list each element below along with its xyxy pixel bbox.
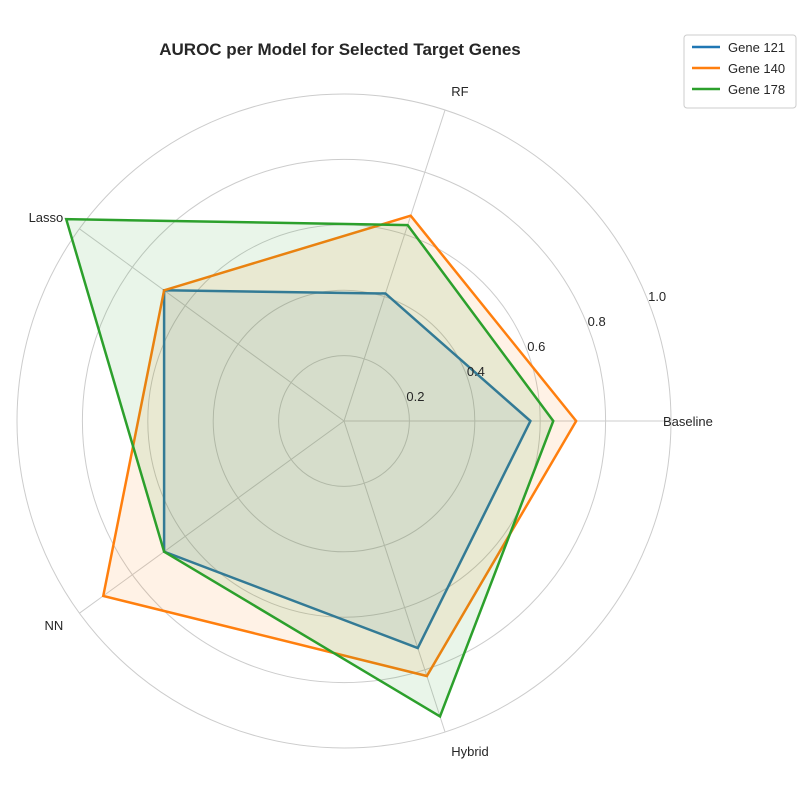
grid-spoke [343, 109, 446, 422]
r-tick-label: 0.8 [588, 314, 606, 329]
series-line [101, 214, 578, 678]
category-label: Lasso [29, 210, 64, 225]
r-tick-label: 0.2 [406, 389, 424, 404]
series-gene-121 [162, 289, 532, 650]
label-layer: 0.2 0.4 0.6 0.8 1.0 Baseline RF Lasso NN Hybrid [29, 84, 713, 759]
r-tick-label: 1.0 [648, 289, 666, 304]
category-label: Baseline [663, 414, 713, 429]
r-tick-label: 0.4 [467, 364, 485, 379]
legend-label: Gene 140 [728, 61, 785, 76]
grid-spoke [79, 228, 345, 422]
series-line [162, 289, 532, 650]
series-fill [164, 290, 531, 649]
series-line [64, 217, 555, 719]
radar-grid [16, 93, 672, 749]
series-fill [66, 219, 554, 717]
category-label: Hybrid [451, 744, 489, 759]
legend-label: Gene 178 [728, 82, 785, 97]
series-fill [103, 215, 577, 677]
grid-spoke [343, 420, 446, 733]
series-layer [64, 214, 578, 719]
r-tick-label: 0.6 [527, 339, 545, 354]
legend-label: Gene 121 [728, 40, 785, 55]
category-label: RF [451, 84, 468, 99]
series-gene-140 [101, 214, 578, 678]
legend: Gene 121 Gene 140 Gene 178 [683, 34, 797, 109]
chart-title: AUROC per Model for Selected Target Gene… [159, 40, 520, 59]
category-label: NN [44, 618, 63, 633]
series-gene-178 [64, 217, 555, 719]
grid-spoke [79, 420, 345, 614]
